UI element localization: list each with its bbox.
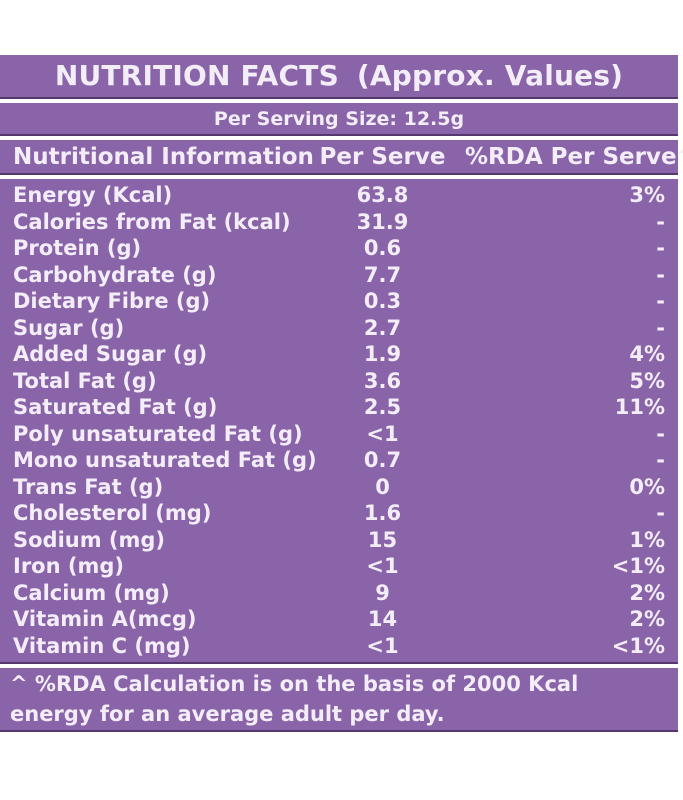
row-rda: 0% (629, 474, 665, 499)
row-value: 14 (367, 607, 398, 631)
row-rda: - (656, 448, 665, 472)
table-row: Poly unsaturated Fat (g) <1 - (0, 421, 678, 448)
table-row: Sodium (mg) 15 1% (0, 527, 678, 554)
row-label: Mono unsaturated Fat (g) (13, 448, 317, 472)
row-value: 2.7 (363, 315, 402, 340)
row-rda: 11% (614, 395, 665, 419)
row-value: 3.6 (363, 368, 402, 393)
nutrition-label: NUTRITION FACTS (Approx. Values) Per Ser… (0, 55, 683, 732)
table-row: Vitamin A(mcg) 14 2% (0, 606, 678, 633)
row-label: Saturated Fat (g) (13, 395, 218, 419)
label-title-qualifier: (Approx. Values) (356, 59, 624, 92)
row-label: Carbohydrate (g) (13, 262, 217, 287)
nutrition-rows: Energy (Kcal) 63.8 3% Calories from Fat … (0, 179, 678, 664)
row-rda: 5% (629, 368, 665, 393)
row-label: Poly unsaturated Fat (g) (13, 421, 303, 446)
row-value: <1 (366, 633, 399, 658)
table-row: Iron (mg) <1 <1% (0, 553, 678, 580)
serving-size-text: Per Serving Size: 12.5g (213, 108, 465, 130)
row-rda: 3% (629, 183, 665, 207)
row-label: Dietary Fibre (g) (13, 289, 211, 313)
row-rda: - (656, 289, 665, 313)
table-row: Mono unsaturated Fat (g) 0.7 - (0, 447, 678, 474)
row-value: 2.5 (363, 395, 402, 419)
table-row: Cholesterol (mg) 1.6 - (0, 500, 678, 527)
row-rda: - (656, 421, 665, 446)
row-value: 31.9 (356, 209, 409, 234)
row-rda: 2% (629, 580, 665, 605)
table-row: Protein (g) 0.6 - (0, 235, 678, 262)
row-value: 0.3 (363, 289, 402, 313)
row-rda: - (656, 236, 665, 260)
row-rda: 1% (629, 527, 665, 552)
row-value: 15 (367, 527, 398, 552)
column-header-nutritional-information: Nutritional Information (13, 144, 314, 170)
label-title: NUTRITION FACTS (54, 59, 339, 92)
row-value: <1 (366, 421, 399, 446)
table-row: Energy (Kcal) 63.8 3% (0, 182, 678, 209)
row-rda: <1% (611, 554, 665, 578)
rda-footnote-text: ^ %RDA Calculation is on the basis of 20… (10, 672, 579, 726)
row-rda: - (656, 209, 665, 234)
title-band: NUTRITION FACTS (Approx. Values) (0, 55, 678, 99)
table-row: Total Fat (g) 3.6 5% (0, 368, 678, 395)
top-margin (0, 0, 683, 55)
table-row: Trans Fat (g) 0 0% (0, 474, 678, 501)
row-label: Sodium (mg) (13, 527, 166, 552)
row-label: Energy (Kcal) (13, 183, 173, 207)
table-row: Added Sugar (g) 1.9 4% (0, 341, 678, 368)
table-row: Sugar (g) 2.7 - (0, 315, 678, 342)
row-label: Added Sugar (g) (13, 342, 208, 366)
row-value: 0 (375, 474, 390, 499)
row-rda: - (656, 501, 665, 525)
row-label: Vitamin C (mg) (13, 633, 191, 658)
row-label: Protein (g) (13, 236, 142, 260)
row-label: Iron (mg) (13, 554, 124, 578)
row-value: 0.6 (363, 236, 402, 260)
row-label: Vitamin A(mcg) (13, 607, 197, 631)
row-label: Trans Fat (g) (13, 474, 164, 499)
row-rda: - (656, 262, 665, 287)
table-row: Vitamin C (mg) <1 <1% (0, 633, 678, 660)
column-header-per-serve: Per Serve (319, 144, 446, 170)
row-value: 7.7 (363, 262, 402, 287)
row-value: 9 (375, 580, 390, 605)
table-row: Carbohydrate (g) 7.7 - (0, 262, 678, 289)
row-rda: <1% (611, 633, 665, 658)
row-label: Sugar (g) (13, 315, 125, 340)
row-label: Cholesterol (mg) (13, 501, 212, 525)
column-header-rda-per-serve: %RDA Per Serve^ (465, 144, 683, 170)
row-rda: 2% (629, 607, 665, 631)
row-value: <1 (366, 554, 399, 578)
table-row: Calories from Fat (kcal) 31.9 - (0, 209, 678, 236)
row-label: Calories from Fat (kcal) (13, 209, 291, 234)
row-value: 0.7 (363, 448, 402, 472)
table-row: Dietary Fibre (g) 0.3 - (0, 288, 678, 315)
footnote-band: ^ %RDA Calculation is on the basis of 20… (0, 668, 678, 732)
table-row: Calcium (mg) 9 2% (0, 580, 678, 607)
table-row: Saturated Fat (g) 2.5 11% (0, 394, 678, 421)
row-value: 1.6 (363, 501, 402, 525)
row-rda: 4% (629, 342, 665, 366)
serving-size-band: Per Serving Size: 12.5g (0, 103, 678, 136)
row-rda: - (656, 315, 665, 340)
column-header-band: Nutritional Information Per Serve %RDA P… (0, 140, 683, 175)
row-label: Total Fat (g) (13, 368, 157, 393)
row-value: 63.8 (356, 183, 409, 207)
row-value: 1.9 (363, 342, 402, 366)
row-label: Calcium (mg) (13, 580, 170, 605)
